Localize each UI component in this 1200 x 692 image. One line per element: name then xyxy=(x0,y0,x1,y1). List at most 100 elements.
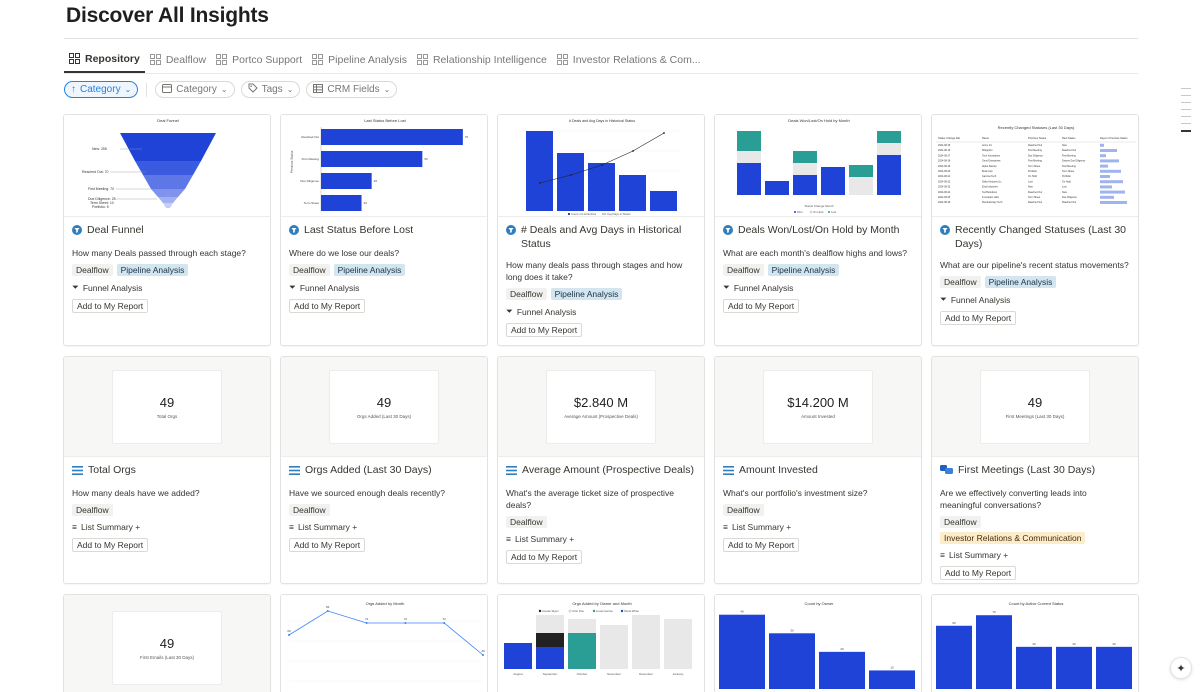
insight-card-deals-won-lost[interactable]: Deals Won/Lost/On Hold by Month Status C… xyxy=(714,114,922,346)
chart-thumbnail: Orgs Added by Month 60November84December… xyxy=(281,595,487,692)
stack-column xyxy=(765,181,789,195)
insight-card-count-by-owner[interactable]: Count by Owner 40John Doe30Lucas Garcia2… xyxy=(714,594,922,692)
bar xyxy=(1016,646,1052,689)
insight-card-count-by-status[interactable]: Count by Active Current Status 60New70Re… xyxy=(931,594,1139,692)
tab-investor-relations[interactable]: Investor Relations & Com... xyxy=(552,46,706,73)
insight-card-last-status-before-lost[interactable]: Last Status Before Lost Previous Status … xyxy=(280,114,488,346)
bar xyxy=(321,195,362,211)
add-to-report-button[interactable]: Add to My Report xyxy=(289,538,366,552)
hbar-series: Reached Out 70 First Meeting 50 Due Diligenc… xyxy=(300,129,469,211)
tab-relationship-intelligence[interactable]: Relationship Intelligence xyxy=(412,46,552,73)
data-label: 70 xyxy=(465,135,469,139)
card-question: What's our portfolio's investment size? xyxy=(723,488,868,498)
add-to-report-button[interactable]: Add to My Report xyxy=(940,566,1017,580)
bar xyxy=(819,651,865,689)
chart-title: Orgs Added by Month xyxy=(366,601,405,606)
chart-title: # Deals and Avg Days in Historical Statu… xyxy=(569,119,635,123)
list-icon xyxy=(72,465,83,479)
table-cell: 2024-08-24 xyxy=(938,191,951,194)
filter-divider xyxy=(146,82,148,97)
add-to-report-button[interactable]: Add to My Report xyxy=(940,311,1017,325)
data-label: 72 xyxy=(443,617,447,621)
bar-chart: Count by Owner 40John Doe30Lucas Garcia2… xyxy=(719,601,915,689)
card-question: Are we effectively converting leads into… xyxy=(940,488,1087,510)
insight-card-deals-avg-days[interactable]: # Deals and Avg Days in Historical Statu… xyxy=(497,114,705,346)
chevron-down-icon: ⌄ xyxy=(220,85,228,94)
data-label: 84 xyxy=(326,605,330,609)
stack-column xyxy=(877,131,901,195)
table-cell: Term Sheet xyxy=(1028,196,1041,199)
add-to-report-button[interactable]: Add to My Report xyxy=(72,538,149,552)
tag-icon xyxy=(248,83,258,96)
funnel-category-icon: ⏷ xyxy=(723,282,730,292)
table-header: Days in Previous Status xyxy=(1100,136,1128,140)
tab-bar: Repository Dealflow Portco Support Pipel… xyxy=(64,46,706,74)
legend-label: On Hold xyxy=(813,210,824,214)
insight-card-orgs-added[interactable]: 49 Orgs Added (Last 30 Days) Orgs Added (… xyxy=(280,356,488,584)
x-tick-label: October xyxy=(577,672,588,676)
x-tick-label: September xyxy=(543,672,558,676)
insight-card-first-emails[interactable]: 49 First Emails (Last 30 Days) xyxy=(63,594,271,692)
add-to-report-button[interactable]: Add to My Report xyxy=(72,299,149,313)
table-cell: Portfolio xyxy=(1062,175,1071,178)
tab-label: Investor Relations & Com... xyxy=(572,53,701,66)
ai-assistant-button[interactable]: ✦ xyxy=(1170,657,1192,679)
chart-title: Deal Funnel xyxy=(157,118,179,123)
bar xyxy=(536,647,564,669)
status-table: Recently Changed Statuses (Last 30 Days)… xyxy=(936,125,1136,204)
bar xyxy=(600,625,628,669)
chart-thumbnail: # Deals and Avg Days in Historical Statu… xyxy=(498,115,704,217)
kpi-value: 49 xyxy=(159,636,175,651)
tab-label: Relationship Intelligence xyxy=(432,53,547,66)
bar xyxy=(664,619,692,669)
table-cell: Omni Enterprises xyxy=(982,160,1001,163)
data-label: 40 xyxy=(481,649,485,653)
insight-card-orgs-added-by-month[interactable]: Orgs Added by Month 60November84December… xyxy=(280,594,488,692)
filter-tags-chip[interactable]: Tags ⌄ xyxy=(240,81,301,98)
filter-category-chip[interactable]: Category ⌄ xyxy=(155,81,235,98)
add-to-report-button[interactable]: Add to My Report xyxy=(723,299,800,313)
insight-card-orgs-by-owner-month[interactable]: Orgs Added by Owner and Month Amelia Tay… xyxy=(497,594,705,692)
tag-dealflow: Dealflow xyxy=(940,516,981,528)
kpi-caption: First Meetings (Last 30 Days) xyxy=(1005,414,1065,419)
table-cell: Lost xyxy=(1062,186,1067,189)
sort-category-chip[interactable]: ↑ Category ⌄ xyxy=(64,81,139,98)
tab-dealflow[interactable]: Dealflow xyxy=(145,46,211,73)
card-category: Funnel Analysis xyxy=(82,282,143,293)
table-cell: 2024-08-23 xyxy=(938,186,951,189)
data-label: 40 xyxy=(1112,642,1116,646)
stack-column xyxy=(737,131,761,195)
funnel-stage-portfolio xyxy=(163,203,173,208)
bar xyxy=(321,129,463,145)
x-tick-label: August xyxy=(513,672,523,676)
insight-card-total-orgs[interactable]: 49 Total Orgs Total Orgs How many deals h… xyxy=(63,356,271,584)
tab-label: Portco Support xyxy=(232,53,303,66)
table-icon xyxy=(313,83,324,96)
table-cell: Deeper Due Diligence xyxy=(1062,160,1086,163)
tag-dealflow: Dealflow xyxy=(723,264,764,276)
page-outline[interactable] xyxy=(1181,88,1191,138)
tab-repository[interactable]: Repository xyxy=(64,46,145,73)
add-to-report-button[interactable]: Add to My Report xyxy=(506,550,583,564)
tab-label: Pipeline Analysis xyxy=(328,53,407,66)
table-cell: Reached Out xyxy=(1028,201,1042,204)
bar xyxy=(632,615,660,669)
insight-card-first-meetings[interactable]: 49 First Meetings (Last 30 Days) First Me… xyxy=(931,356,1139,584)
filter-crm-fields-chip[interactable]: CRM Fields ⌄ xyxy=(306,81,398,98)
stack-column xyxy=(821,167,845,195)
bar xyxy=(536,633,564,647)
tag-investor-relations: Investor Relations & Communication xyxy=(940,532,1086,544)
tab-pipeline-analysis[interactable]: Pipeline Analysis xyxy=(307,46,412,73)
insight-card-recently-changed-statuses[interactable]: Recently Changed Statuses (Last 30 Days)… xyxy=(931,114,1139,346)
add-to-report-button[interactable]: Add to My Report xyxy=(289,299,366,313)
add-to-report-button[interactable]: Add to My Report xyxy=(506,323,583,337)
insight-card-average-amount[interactable]: $2.840 M Average Amount (Prospective Deal… xyxy=(497,356,705,584)
insight-card-deal-funnel[interactable]: Deal Funnel New: 255 Reached Out: 70 Fir… xyxy=(63,114,271,346)
list-icon xyxy=(723,465,734,479)
tab-portco-support[interactable]: Portco Support xyxy=(211,46,307,73)
add-to-report-button[interactable]: Add to My Report xyxy=(723,538,800,552)
tag-pipeline-analysis: Pipeline Analysis xyxy=(333,264,406,276)
x-tick-label: November xyxy=(607,672,621,676)
card-category: List Summary + xyxy=(731,522,792,532)
insight-card-amount-invested[interactable]: $14.200 M Amount Invested Amount Invested… xyxy=(714,356,922,584)
